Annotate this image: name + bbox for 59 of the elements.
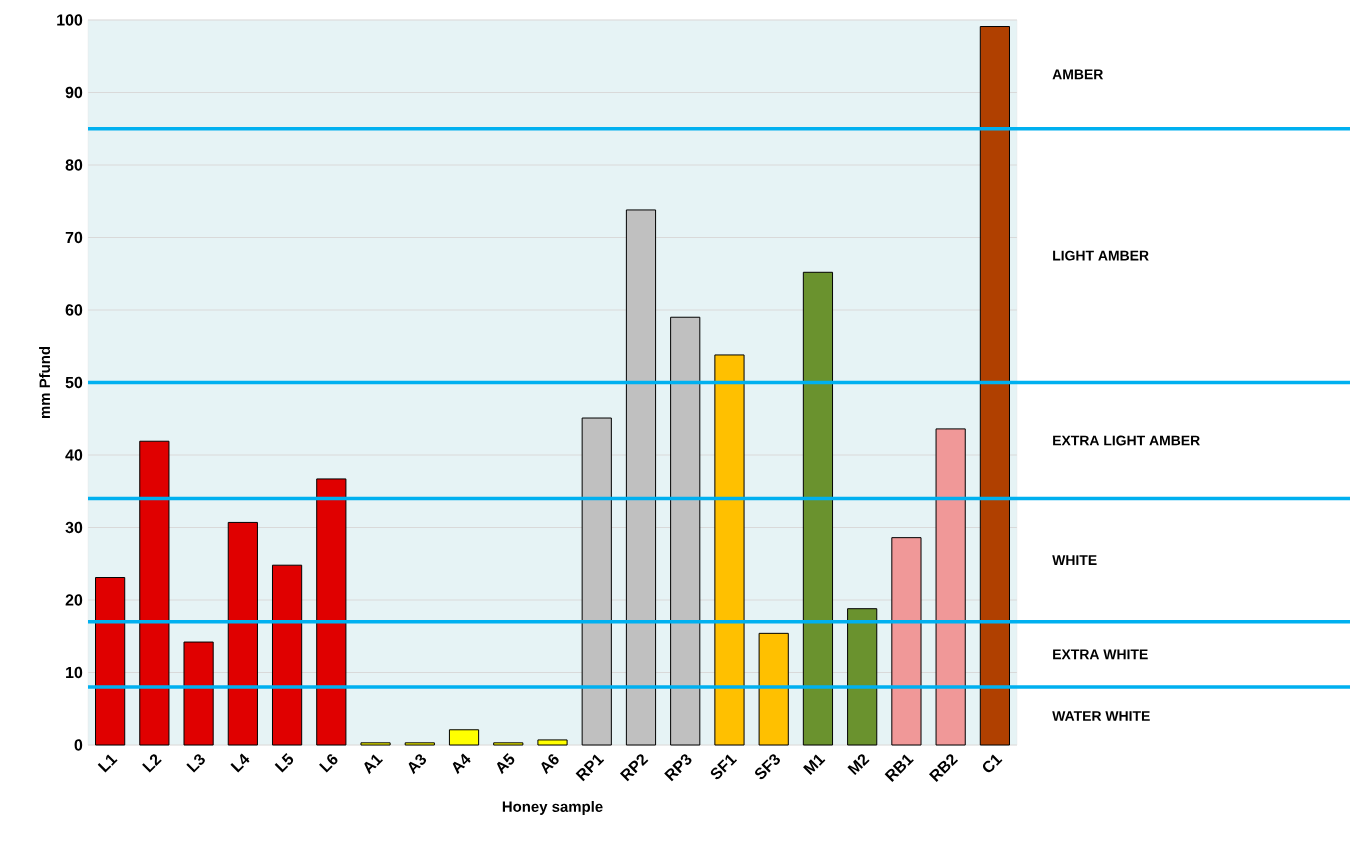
bar: [493, 742, 524, 746]
x-tick-label: SF3: [755, 754, 780, 780]
x-tick-label: L4: [230, 753, 250, 773]
bar: [95, 577, 126, 746]
bar: [537, 739, 568, 746]
text: EXTRA WHITE: [1053, 649, 1148, 660]
y-tick-label: 50: [65, 376, 83, 389]
bar: [802, 271, 834, 746]
bar: [625, 209, 657, 746]
x-tick-label: SF1: [710, 754, 738, 780]
y-tick-label: 10: [66, 666, 83, 679]
text: LIGHT AMBER: [1053, 250, 1149, 261]
y-tick-label: 90: [65, 86, 83, 99]
y-tick-label: 0: [74, 739, 83, 751]
bar: [935, 428, 966, 746]
y-tick-label: 30: [65, 521, 83, 534]
bar: [360, 742, 391, 746]
y-tick-label: 100: [57, 14, 83, 26]
y-tick-label: 20: [65, 594, 83, 606]
bar: [404, 742, 435, 746]
bar: [891, 537, 922, 746]
text: WATER WHITE: [1052, 711, 1150, 721]
x-tick-label: M2: [847, 754, 870, 776]
bar: [670, 316, 701, 746]
bar: [183, 641, 214, 746]
bar: [139, 440, 170, 746]
x-tick-label: A3: [408, 754, 427, 775]
y-tick-label: 70: [65, 231, 83, 244]
x-tick-label: A1: [364, 754, 383, 775]
x-tick-label: A6: [541, 754, 559, 775]
text: AMBER: [1052, 69, 1104, 80]
x-tick-label: L2: [142, 754, 162, 773]
x-tick-label: RP3: [664, 754, 692, 782]
x-tick-label: M1: [803, 754, 826, 775]
bar: [847, 608, 878, 746]
x-tick-label: A5: [496, 753, 515, 775]
bar: [271, 564, 303, 746]
bar: [979, 26, 1010, 746]
y-tick-label: 40: [65, 449, 83, 461]
x-tick-label: L5: [274, 753, 294, 773]
x-tick-label: L6: [319, 754, 338, 773]
y-tick-label: 80: [65, 159, 83, 171]
bar: [448, 729, 480, 746]
bar: [227, 521, 258, 746]
y-tick-label: 60: [65, 304, 83, 316]
x-tick-label: A4: [452, 753, 471, 775]
x-tick-label: L3: [186, 754, 205, 773]
text: EXTRA LIGHT AMBER: [1053, 435, 1200, 446]
bar: [714, 354, 745, 746]
bar: [758, 632, 789, 746]
x-tick-label: L1: [97, 754, 118, 773]
x-axis-title: Honey sample: [502, 800, 603, 815]
x-tick-label: RP2: [619, 754, 649, 782]
x-tick-label: RP1: [575, 754, 605, 782]
y-axis-title: mm Pfund: [39, 346, 51, 419]
text: WHITE: [1052, 555, 1097, 565]
bar: [581, 417, 612, 746]
bar: [316, 478, 347, 746]
x-tick-label: C1: [982, 754, 1003, 773]
